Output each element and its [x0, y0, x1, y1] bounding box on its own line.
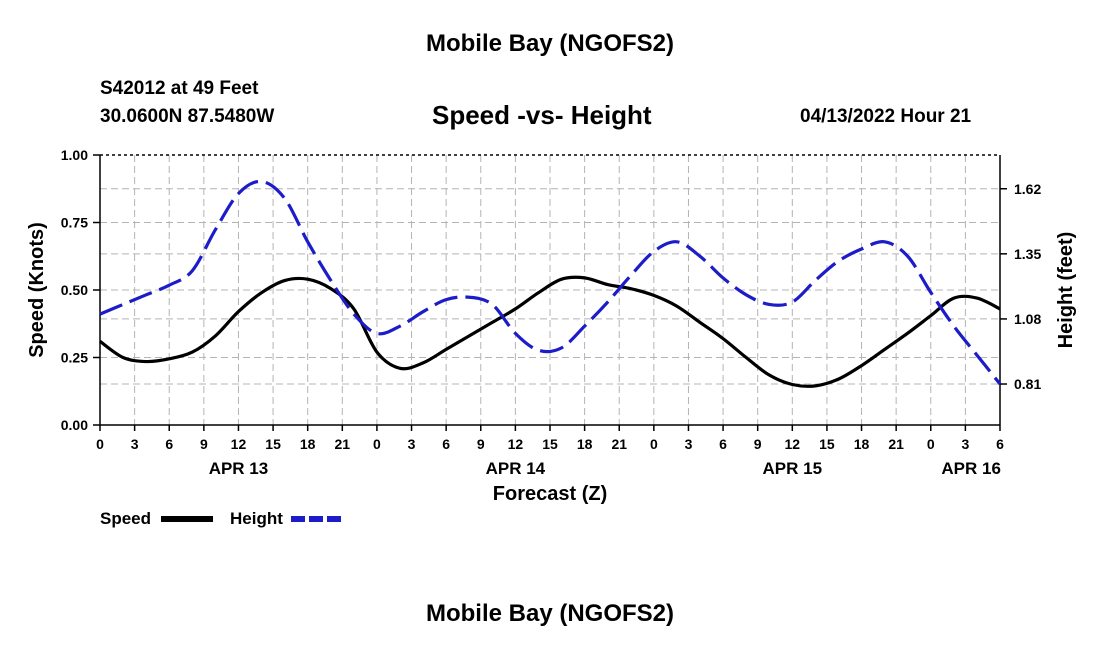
- y-tick-label: 0.50: [61, 282, 88, 298]
- x-tick-label: 9: [754, 436, 762, 452]
- x-tick-label: 15: [265, 436, 281, 452]
- forecast-datetime: 04/13/2022 Hour 21: [800, 106, 972, 127]
- legend-speed-label: Speed: [100, 509, 152, 528]
- x-tick-label: 18: [854, 436, 870, 452]
- y-tick-label: 1.00: [61, 147, 88, 163]
- legend-height-swatch: [291, 516, 343, 522]
- y-tick-label: 0.75: [61, 215, 88, 231]
- x-tick-label: 12: [508, 436, 524, 452]
- x-tick-label: 21: [335, 436, 351, 452]
- x-tick-label: 6: [165, 436, 173, 452]
- x-date-label: APR 14: [486, 459, 546, 478]
- y2-axis-title: Height (feet): [1055, 232, 1077, 349]
- x-tick-label: 12: [785, 436, 801, 452]
- page-title-repeat: Mobile Bay (NGOFS2): [425, 600, 675, 627]
- x-tick-label: 18: [577, 436, 593, 452]
- y2-tick-label: 1.35: [1014, 246, 1041, 262]
- x-tick-label: 18: [300, 436, 316, 452]
- x-tick-label: 3: [131, 436, 139, 452]
- x-tick-label: 15: [542, 436, 558, 452]
- x-tick-label: 0: [373, 436, 381, 452]
- y-tick-label: 0.25: [61, 350, 88, 366]
- x-tick-label: 9: [477, 436, 485, 452]
- series-line-speed: [99, 275, 1001, 388]
- x-tick-label: 21: [611, 436, 627, 452]
- x-tick-label: 15: [819, 436, 835, 452]
- x-tick-label: 6: [719, 436, 727, 452]
- station-coordinates: 30.0600N 87.5480W: [100, 106, 275, 127]
- y2-tick-label: 1.08: [1014, 311, 1041, 327]
- x-tick-label: 3: [961, 436, 969, 452]
- x-tick-label: 0: [650, 436, 658, 452]
- x-tick-label: 0: [96, 436, 104, 452]
- x-tick-label: 12: [231, 436, 247, 452]
- y-axis-title: Speed (Knots): [26, 222, 48, 358]
- y2-tick-label: 0.81: [1014, 376, 1041, 392]
- station-label: S42012 at 49 Feet: [100, 78, 259, 99]
- x-tick-label: 3: [408, 436, 416, 452]
- x-date-label: APR 13: [209, 459, 269, 478]
- y2-tick-label: 1.62: [1014, 181, 1041, 197]
- legend-height-label: Height: [230, 509, 283, 528]
- page-title: Mobile Bay (NGOFS2): [425, 30, 675, 57]
- chart-subtitle: Speed -vs- Height: [432, 100, 652, 130]
- x-tick-label: 3: [685, 436, 693, 452]
- x-axis-title: Forecast (Z): [493, 483, 607, 505]
- x-tick-label: 21: [888, 436, 904, 452]
- x-date-label: APR 16: [941, 459, 1001, 478]
- x-tick-label: 0: [927, 436, 935, 452]
- series-line-height: [99, 179, 1002, 386]
- x-date-label: APR 15: [763, 459, 823, 478]
- x-tick-label: 9: [200, 436, 208, 452]
- legend-speed-swatch: [161, 516, 213, 522]
- x-tick-label: 6: [996, 436, 1004, 452]
- y-tick-label: 0.00: [61, 417, 88, 433]
- x-tick-label: 6: [442, 436, 450, 452]
